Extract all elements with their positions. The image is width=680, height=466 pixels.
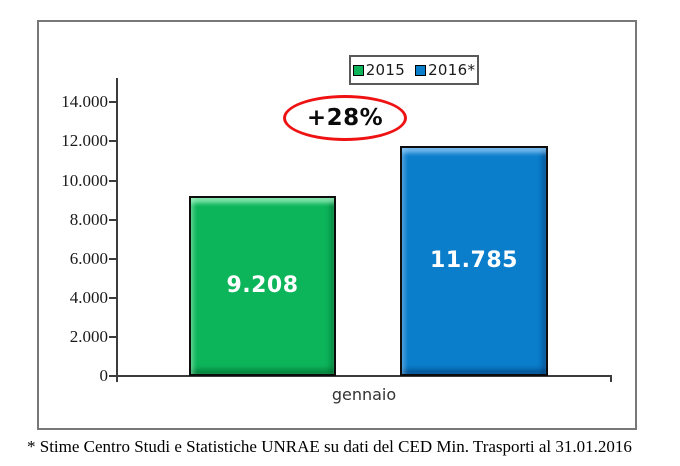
legend-label-2015: 2015 — [365, 61, 406, 79]
y-axis-tick-mark — [109, 375, 117, 377]
y-axis-tick-label: 14.000 — [61, 92, 108, 112]
y-axis-tick-label: 2.000 — [69, 326, 108, 346]
legend-item-2015: 2015 — [352, 61, 406, 79]
y-axis-tick-mark — [109, 335, 117, 338]
y-axis-tick-mark — [109, 179, 117, 182]
growth-annotation-ellipse: +28% — [283, 95, 407, 141]
x-axis-left-tick — [116, 376, 118, 382]
y-axis-tick-label: 0 — [99, 366, 109, 385]
y-axis-tick-label: 12.000 — [61, 131, 108, 151]
y-axis-tick-mark — [109, 101, 117, 104]
legend-label-2016: 2016* — [428, 61, 476, 79]
x-axis-line — [116, 375, 612, 377]
bar-value-2016: 11.785 — [430, 248, 518, 274]
legend-swatch-green-icon — [352, 64, 364, 76]
y-axis-tick-mark — [109, 218, 117, 221]
y-axis-line — [116, 78, 118, 377]
y-axis-tick-label: 10.000 — [61, 170, 108, 190]
legend-swatch-blue-icon — [415, 64, 427, 76]
bar-value-2015: 9.208 — [226, 273, 299, 299]
x-axis-right-tick — [610, 376, 612, 382]
y-axis-tick-label: 4.000 — [69, 287, 108, 307]
legend-item-2016: 2016* — [415, 61, 475, 79]
y-axis-tick-mark — [109, 257, 117, 260]
y-axis-tick-label: 6.000 — [69, 248, 108, 268]
y-axis-tick-mark — [109, 140, 117, 143]
chart-legend: 2015 2016* — [349, 55, 479, 85]
growth-annotation-text: +28% — [306, 105, 384, 131]
bar-2016-gennaio: 11.785 — [400, 145, 548, 376]
y-axis-tick-mark — [109, 296, 117, 299]
footnote: * Stime Centro Studi e Statistiche UNRAE… — [27, 437, 632, 456]
y-axis-tick-label: 8.000 — [69, 209, 108, 229]
x-axis-category-label: gennaio — [331, 385, 397, 404]
bar-2015-gennaio: 9.208 — [189, 195, 336, 376]
